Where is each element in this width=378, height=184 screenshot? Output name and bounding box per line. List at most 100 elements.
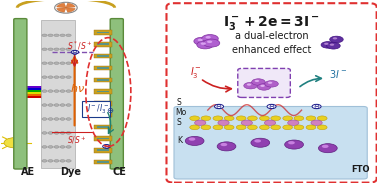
Circle shape [42,104,47,106]
Text: S: S [177,118,182,127]
Circle shape [60,160,65,162]
Text: CE: CE [113,167,127,177]
Circle shape [55,2,77,13]
Circle shape [236,125,246,130]
Circle shape [71,50,79,54]
Text: $3I^-$: $3I^-$ [328,68,347,80]
Circle shape [327,43,340,49]
Bar [26,86,42,88]
Circle shape [321,42,335,48]
Circle shape [322,145,328,148]
Circle shape [42,62,47,64]
Circle shape [48,76,53,78]
Circle shape [285,140,304,149]
Circle shape [218,120,229,125]
Wedge shape [57,8,66,12]
Circle shape [48,104,53,106]
Text: $h\nu$: $h\nu$ [70,82,85,94]
Circle shape [66,132,71,134]
Bar [97,79,109,81]
Text: $\bf{I_3^- + 2e = 3I^-}$: $\bf{I_3^- + 2e = 3I^-}$ [223,14,320,32]
Circle shape [318,144,337,153]
Circle shape [271,116,280,121]
Circle shape [42,118,47,120]
FancyBboxPatch shape [14,19,27,169]
Circle shape [248,125,257,130]
Circle shape [54,160,59,162]
Bar [94,113,112,117]
Text: $\ominus$: $\ominus$ [71,48,79,57]
Circle shape [201,125,211,130]
Bar [97,102,109,104]
Text: $S^*/S^+$: $S^*/S^+$ [67,40,93,52]
Circle shape [251,138,270,147]
Circle shape [4,138,25,148]
Circle shape [48,132,53,134]
Circle shape [236,116,246,121]
Circle shape [54,48,59,50]
Bar [97,67,109,69]
Bar [26,90,42,92]
Circle shape [265,120,276,125]
Circle shape [294,116,304,121]
Circle shape [206,36,211,38]
FancyBboxPatch shape [110,19,123,169]
Circle shape [213,116,223,121]
Bar [94,66,112,70]
Circle shape [189,137,195,141]
Circle shape [42,76,47,78]
Circle shape [260,116,269,121]
Text: $\ominus$: $\ominus$ [107,106,115,115]
Circle shape [312,104,321,109]
Circle shape [54,118,59,120]
Circle shape [268,82,272,84]
Circle shape [48,118,53,120]
FancyBboxPatch shape [166,3,376,183]
Circle shape [194,37,211,45]
Circle shape [60,104,65,106]
Circle shape [66,90,71,92]
Circle shape [195,120,206,125]
Circle shape [66,118,71,120]
Text: a dual-electron
enhanced effect: a dual-electron enhanced effect [232,31,311,55]
Circle shape [306,116,316,121]
Circle shape [42,132,47,134]
Circle shape [252,79,265,85]
Text: $I_3^-$: $I_3^-$ [190,65,202,80]
Circle shape [66,160,71,162]
Circle shape [254,139,261,143]
Circle shape [202,35,218,43]
Bar [94,42,112,47]
Circle shape [66,48,71,50]
Circle shape [283,116,293,121]
Circle shape [54,76,59,78]
Bar [97,161,109,163]
Text: $\ominus$: $\ominus$ [103,142,110,151]
Text: $\ominus$: $\ominus$ [215,102,223,111]
Bar [94,160,112,164]
Text: S: S [177,98,182,107]
Circle shape [48,146,53,148]
Circle shape [267,104,276,109]
Circle shape [241,120,253,125]
Wedge shape [66,8,75,12]
Circle shape [60,62,65,64]
Text: AE: AE [21,167,36,177]
Circle shape [330,44,334,46]
Bar [94,77,112,82]
Circle shape [201,116,211,121]
Bar [26,94,42,96]
Circle shape [66,76,71,78]
Circle shape [60,146,65,148]
Bar [94,101,112,106]
Bar [97,32,109,33]
Bar [94,89,112,94]
Circle shape [48,48,53,50]
Bar [94,148,112,153]
Text: Mo: Mo [175,108,186,117]
Circle shape [42,34,47,37]
Bar [41,20,74,168]
Circle shape [248,116,257,121]
Circle shape [213,125,223,130]
Circle shape [48,34,53,37]
